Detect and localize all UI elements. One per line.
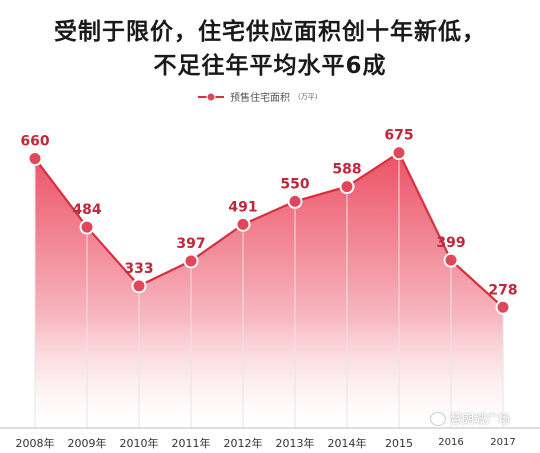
data-point bbox=[131, 278, 147, 294]
wechat-icon bbox=[430, 411, 446, 426]
x-tick-label: 2014年 bbox=[328, 436, 367, 450]
data-point bbox=[443, 252, 459, 268]
x-tick-label: 2016 bbox=[438, 437, 463, 448]
watermark-text: 慧朗城广场 bbox=[450, 412, 511, 426]
x-tick-label: 2008年 bbox=[16, 436, 55, 450]
data-point bbox=[27, 151, 43, 167]
x-tick-label: 2017 bbox=[490, 437, 515, 448]
x-tick-label: 2010年 bbox=[120, 436, 159, 450]
data-label: 484 bbox=[72, 202, 101, 218]
data-point bbox=[339, 179, 355, 195]
watermark: 慧朗城广场 bbox=[430, 410, 510, 427]
chart-title-line2: 不足往年平均水平6成 bbox=[153, 53, 387, 79]
series-line bbox=[34, 151, 504, 309]
data-point bbox=[235, 216, 251, 232]
legend-unit: (万平) bbox=[298, 92, 318, 101]
chart-legend: 预售住宅面积 (万平) bbox=[198, 89, 317, 104]
data-point bbox=[183, 253, 199, 269]
legend-line-marker-icon bbox=[198, 92, 224, 101]
data-label: 660 bbox=[20, 134, 49, 150]
data-label: 675 bbox=[384, 128, 413, 144]
data-point bbox=[495, 299, 511, 315]
data-point bbox=[79, 219, 95, 235]
data-label: 550 bbox=[280, 176, 309, 192]
chart-title-line1: 受制于限价，住宅供应面积创十年新低， bbox=[54, 19, 486, 45]
data-label: 333 bbox=[124, 261, 153, 277]
data-point bbox=[287, 193, 303, 209]
data-label: 278 bbox=[488, 282, 517, 298]
data-label: 491 bbox=[228, 199, 257, 215]
area-fill bbox=[35, 152, 503, 428]
legend-label: 预售住宅面积 bbox=[230, 93, 290, 104]
data-label: 397 bbox=[176, 236, 205, 252]
x-tick-label: 2013年 bbox=[276, 436, 315, 450]
x-tick-label: 2012年 bbox=[224, 436, 263, 450]
data-label: 588 bbox=[332, 162, 361, 178]
x-tick-label: 2015 bbox=[385, 437, 413, 450]
x-tick-label: 2009年 bbox=[68, 436, 107, 450]
x-tick-label: 2011年 bbox=[172, 436, 211, 450]
data-label: 399 bbox=[436, 235, 465, 251]
data-point bbox=[391, 145, 407, 161]
